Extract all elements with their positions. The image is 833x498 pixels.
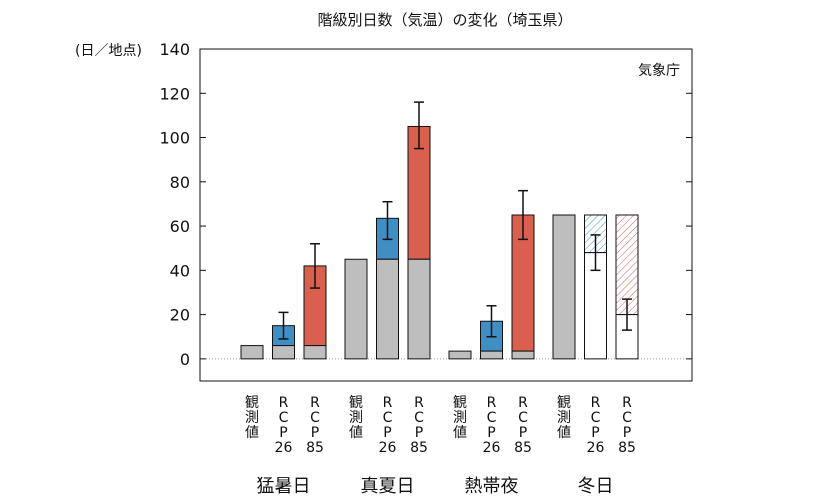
bar-label-char: P xyxy=(623,425,631,441)
bar-label-char: 測 xyxy=(557,410,571,426)
source-label: 気象庁 xyxy=(638,63,680,79)
bar-label-char: R xyxy=(622,395,632,411)
bar-label-char: 値 xyxy=(245,425,259,441)
y-tick-label: 140 xyxy=(159,40,190,59)
bar-baseline xyxy=(480,350,503,360)
axes: 0 20 40 60 80 100 120 140 xyxy=(159,40,693,382)
bar-observed xyxy=(240,345,264,360)
bar-label-char: 26 xyxy=(379,440,397,456)
bar-label-char: 値 xyxy=(557,425,571,441)
bars xyxy=(240,101,639,360)
bar-label-char: 測 xyxy=(245,410,259,426)
bar-baseline xyxy=(272,345,295,360)
bar-label-char: 観 xyxy=(453,394,467,411)
bar-label-char: C xyxy=(279,410,289,426)
bar-label-char: 測 xyxy=(453,410,467,426)
bar-label-char: P xyxy=(591,425,599,441)
bar-label-char: P xyxy=(415,425,423,441)
bar-label-char: P xyxy=(279,425,287,441)
bar-label-char: C xyxy=(310,410,320,426)
bar-label-char: C xyxy=(414,410,424,426)
bar-label-char: C xyxy=(383,410,393,426)
y-tick-label: 40 xyxy=(170,261,190,280)
bar-observed xyxy=(448,350,472,360)
bar-label-char: 85 xyxy=(410,440,428,456)
bar-label-char: 85 xyxy=(618,440,636,456)
bar-baseline xyxy=(511,350,535,360)
bar-label-char: 観 xyxy=(349,394,363,411)
plot-frame xyxy=(199,48,693,382)
bar-label-char: 測 xyxy=(349,410,363,426)
y-tick-label: 80 xyxy=(170,173,190,192)
bar-label-char: R xyxy=(310,395,320,411)
chart-title: 階級別日数（気温）の変化（埼玉県） xyxy=(317,11,572,29)
bar-label-char: P xyxy=(519,425,527,441)
bar-label-char: 観 xyxy=(245,394,259,411)
bar-label-char: C xyxy=(622,410,632,426)
bar-baseline xyxy=(407,258,431,360)
group-label: 真夏日 xyxy=(361,476,415,497)
bar-label-char: R xyxy=(518,395,528,411)
bar-label-char: 85 xyxy=(514,440,532,456)
bar-label-char: R xyxy=(279,395,289,411)
y-axis-label: (日／地点) xyxy=(75,43,142,59)
bar-observed xyxy=(552,214,576,360)
group-label: 冬日 xyxy=(578,476,614,497)
y-tick-label: 100 xyxy=(159,129,190,148)
bar-label-char: 26 xyxy=(587,440,605,456)
bar-label-char: C xyxy=(591,410,601,426)
bar-label-char: R xyxy=(414,395,424,411)
bar-label-char: 値 xyxy=(349,425,363,441)
y-tick-label: 20 xyxy=(170,306,190,325)
x-labels: 観測値RCP26RCP85猛暑日観測値RCP26RCP85真夏日観測値RCP26… xyxy=(245,394,636,497)
bar-label-char: P xyxy=(383,425,391,441)
bar-baseline xyxy=(303,345,327,360)
bar-label-char: P xyxy=(487,425,495,441)
bar-label-char: 26 xyxy=(483,440,501,456)
y-tick-label: 0 xyxy=(180,350,190,369)
bar-label-char: R xyxy=(383,395,393,411)
bar-label-char: 26 xyxy=(275,440,293,456)
bar-label-char: 観 xyxy=(557,394,571,411)
bar-label-char: R xyxy=(487,395,497,411)
bar-label-char: 値 xyxy=(453,425,467,441)
group-label: 熱帯夜 xyxy=(465,476,519,497)
group-label: 猛暑日 xyxy=(257,476,311,497)
bar-label-char: 85 xyxy=(306,440,324,456)
bar-observed xyxy=(344,258,368,360)
bar-label-char: P xyxy=(311,425,319,441)
y-tick-label: 120 xyxy=(159,84,190,103)
bar-label-char: C xyxy=(487,410,497,426)
bar-label-char: C xyxy=(518,410,528,426)
bar-label-char: R xyxy=(591,395,601,411)
y-tick-label: 60 xyxy=(170,217,190,236)
bar-baseline xyxy=(376,258,399,360)
